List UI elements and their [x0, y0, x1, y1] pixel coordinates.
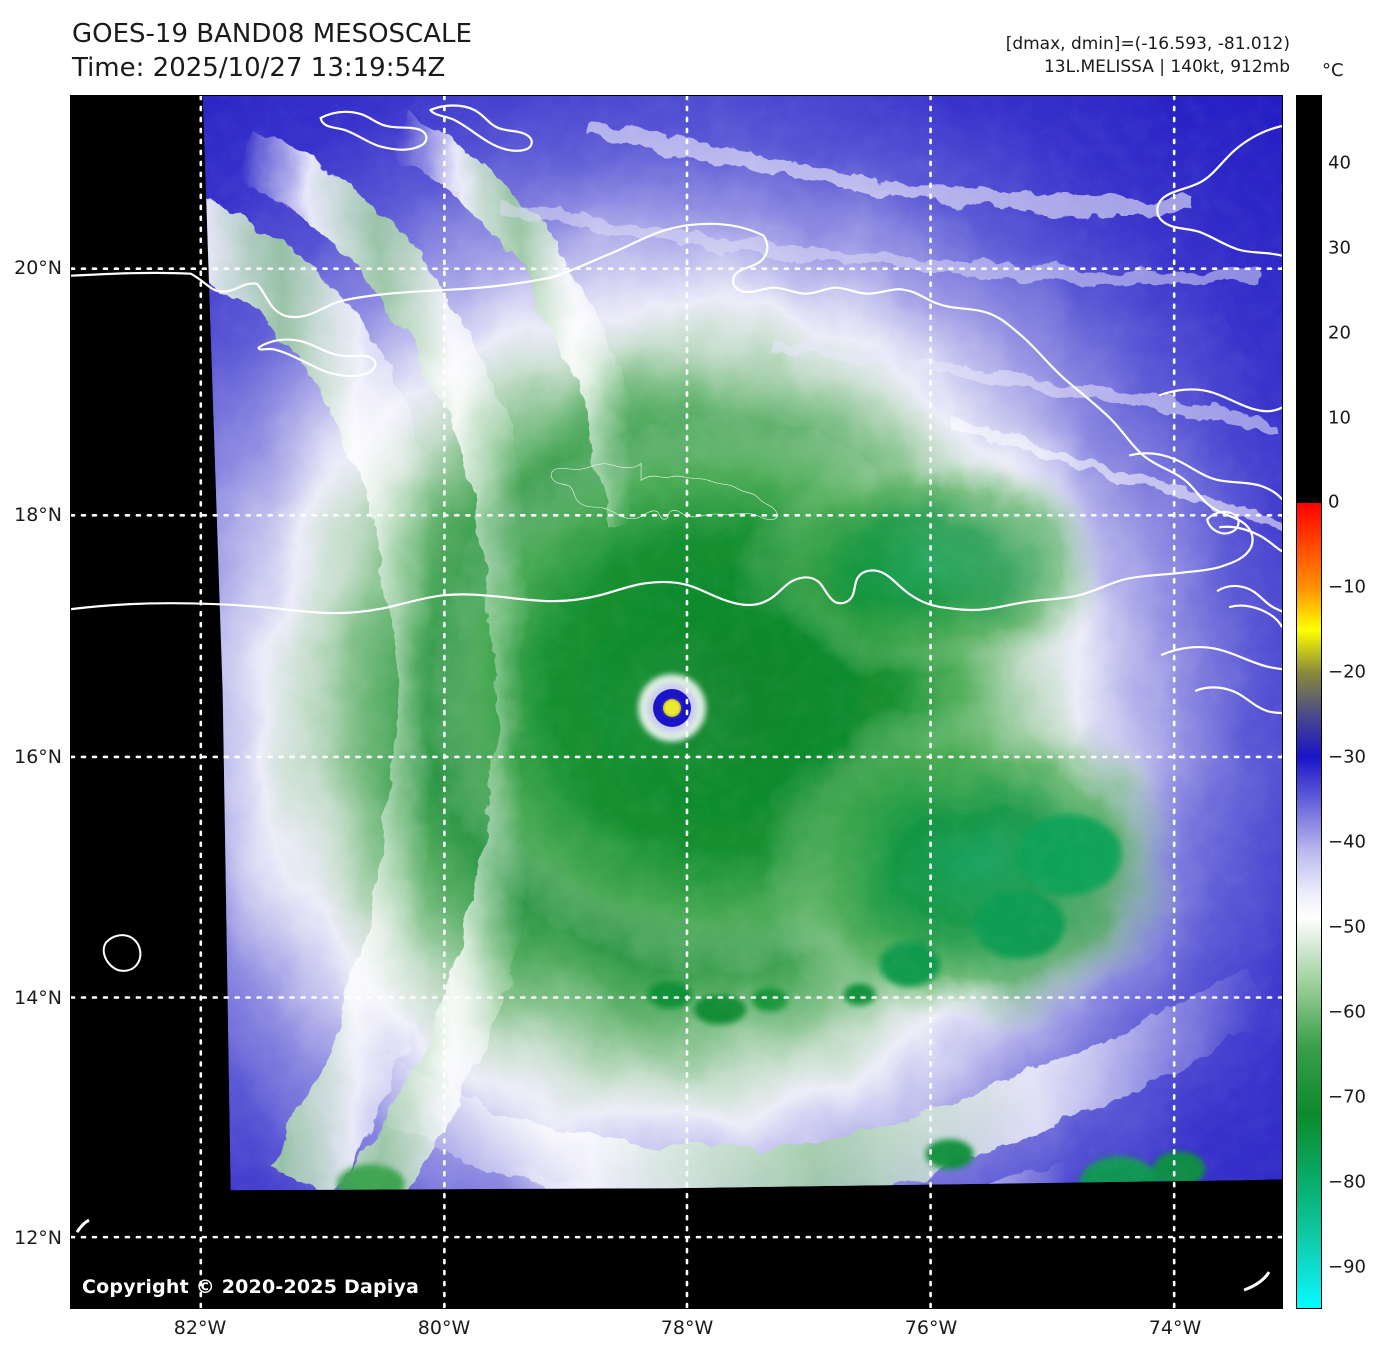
xtick-label-74W: 74°W	[1148, 1317, 1202, 1339]
coastlines	[71, 104, 1282, 972]
ytick-label-14N: 14°N	[14, 987, 62, 1009]
cayman-brac	[319, 110, 428, 151]
corner-mark-br	[1243, 1271, 1271, 1292]
satellite-map-axes[interactable]	[70, 95, 1283, 1309]
cbtick-0: 0	[1328, 491, 1340, 513]
satellite-image	[71, 96, 1282, 1308]
xtick-label-80W: 80°W	[417, 1317, 471, 1339]
grand-cayman	[257, 338, 377, 378]
hispaniola-lake	[1206, 510, 1240, 535]
copyright-label: Copyright © 2020-2025 Dapiya	[82, 1276, 420, 1298]
storm-info-label: 13L.MELISSA | 140kt, 912mb	[1043, 56, 1290, 77]
hispaniola-west-2	[1218, 525, 1282, 553]
page-title: GOES-19 BAND08 MESOSCALE	[72, 19, 472, 49]
hispaniola-north-coast	[1158, 388, 1282, 413]
ytick-label-20N: 20°N	[14, 257, 62, 279]
xtick-label-76W: 76°W	[904, 1317, 958, 1339]
dmax-dmin-label: [dmax, dmin]=(-16.593, -81.012)	[1005, 34, 1290, 54]
xtick-label-78W: 78°W	[660, 1317, 714, 1339]
colorbar[interactable]	[1296, 95, 1322, 1309]
storm-eye	[638, 674, 706, 742]
title-block: GOES-19 BAND08 MESOSCALE Time: 2025/10/2…	[72, 18, 472, 86]
corner-mark-bl	[75, 1218, 90, 1233]
hispaniola-south-2	[1228, 604, 1282, 628]
ir-brightness-temperature-field	[202, 96, 1282, 1191]
providencia-island	[102, 934, 142, 972]
cuba-south-coast-east	[71, 235, 1254, 615]
little-cayman	[429, 104, 533, 152]
ytick-label-12N: 12°N	[14, 1227, 62, 1249]
jamaica	[550, 463, 778, 521]
colorbar-unit-label: °C	[1322, 60, 1344, 81]
cbtick-m20: −20	[1328, 661, 1366, 683]
cbtick-m80: −80	[1328, 1171, 1366, 1193]
cbtick-m60: −60	[1328, 1001, 1366, 1023]
hispaniola-south-coast	[1160, 646, 1282, 671]
xtick-label-82W: 82°W	[173, 1317, 227, 1339]
cbtick-20: 20	[1328, 322, 1351, 344]
cbtick-30: 30	[1328, 237, 1351, 259]
cbtick-40: 40	[1328, 152, 1351, 174]
hispaniola-south-1	[1216, 584, 1282, 613]
hispaniola-west-1	[1128, 452, 1282, 501]
cbtick-m50: −50	[1328, 916, 1366, 938]
cbtick-m70: −70	[1328, 1086, 1366, 1108]
cbtick-m40: −40	[1328, 831, 1366, 853]
ytick-label-18N: 18°N	[14, 504, 62, 526]
colorbar-gradient	[1296, 95, 1322, 1309]
cbtick-m10: −10	[1328, 576, 1366, 598]
cbtick-10: 10	[1328, 407, 1351, 429]
hispaniola-north	[1156, 124, 1282, 257]
metadata-block: [dmax, dmin]=(-16.593, -81.012) 13L.MELI…	[1006, 33, 1290, 79]
ytick-label-16N: 16°N	[14, 746, 62, 768]
cbtick-m90: −90	[1328, 1256, 1366, 1278]
cuba-south-coast-west	[71, 222, 765, 319]
graticule-gridlines	[71, 96, 1282, 1308]
hispaniola-south-3	[1194, 686, 1282, 715]
cbtick-m30: −30	[1328, 746, 1366, 768]
timestamp-label: Time: 2025/10/27 13:19:54Z	[72, 52, 446, 83]
